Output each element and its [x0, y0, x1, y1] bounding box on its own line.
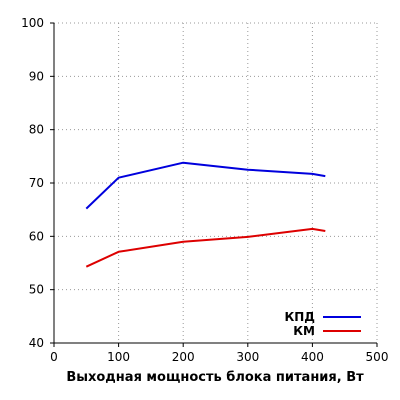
series: [85, 161, 326, 268]
series-line-2: [85, 227, 326, 268]
x-tick-label: 300: [236, 350, 259, 364]
x-tick-label: 100: [107, 350, 130, 364]
x-ticks: 0 100 200 300 400 500: [50, 343, 388, 364]
y-tick-label: 90: [29, 69, 44, 83]
y-tick-label: 40: [29, 336, 44, 350]
y-tick-label: 100: [21, 16, 44, 30]
x-tick-label: 0: [50, 350, 58, 364]
y-tick-label: 50: [29, 283, 44, 297]
x-tick-label: 400: [301, 350, 324, 364]
x-tick-label: 500: [366, 350, 389, 364]
y-tick-label: 60: [29, 229, 44, 243]
series-line-1: [85, 161, 326, 210]
legend-label: КМ: [293, 324, 315, 338]
y-ticks: 40 50 60 70 80 90 100: [21, 16, 54, 350]
legend-label: КПД: [284, 310, 315, 324]
y-tick-label: 80: [29, 123, 44, 137]
x-tick-label: 200: [172, 350, 195, 364]
x-axis-title: Выходная мощность блока питания, Вт: [66, 370, 364, 385]
y-tick-label: 70: [29, 176, 44, 190]
grid: [54, 22, 378, 343]
